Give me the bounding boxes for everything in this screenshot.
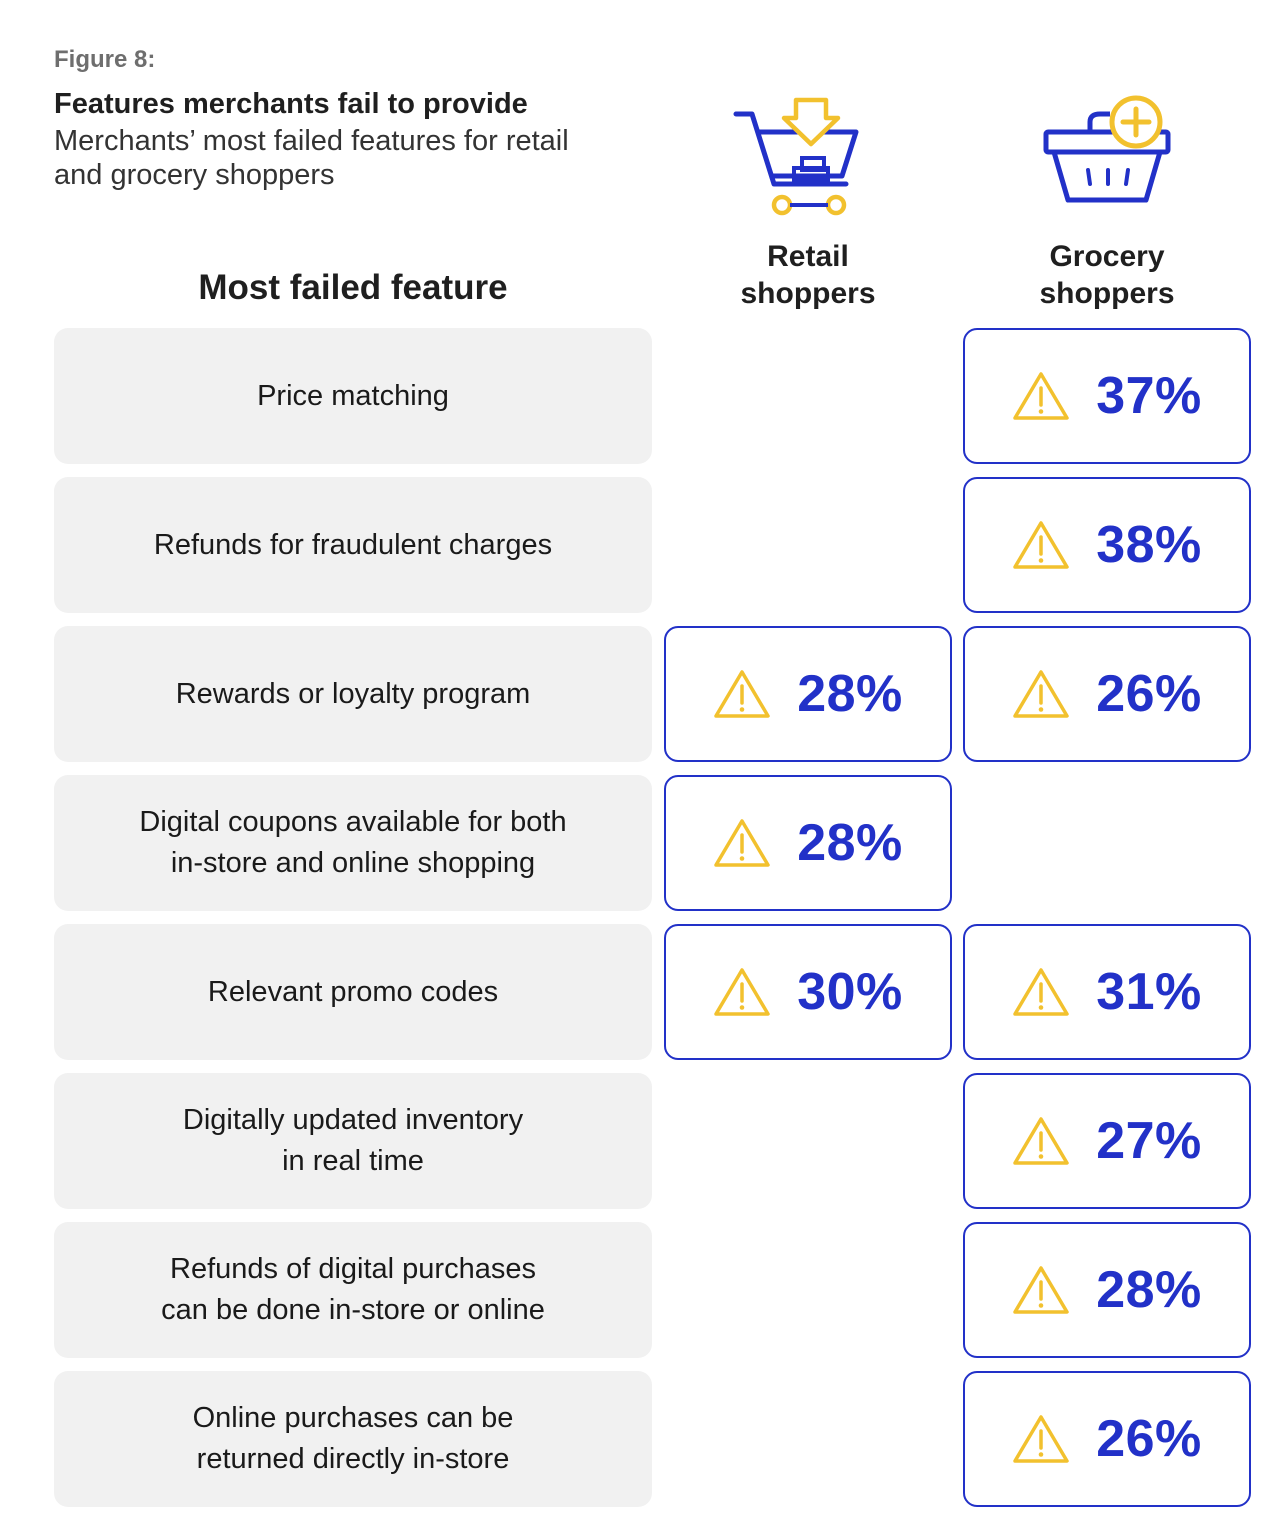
percentage-value: 28% [797, 665, 903, 723]
feature-row: Online purchases can be returned directl… [54, 1371, 652, 1507]
feature-label: Online purchases can be returned directl… [192, 1402, 514, 1475]
column-heading-retail: Retail shoppers [740, 240, 876, 310]
figure-label: Figure 8: [54, 46, 156, 73]
percentage-value: 26% [1096, 665, 1202, 723]
feature-row: Rewards or loyalty program [54, 626, 652, 762]
value-cell-grocery: 37% [963, 328, 1251, 464]
feature-row: Relevant promo codes [54, 924, 652, 1060]
value-cell-grocery: 38% [963, 477, 1251, 613]
column-heading-grocery: Grocery shoppers [1039, 240, 1175, 310]
percentage-value: 38% [1096, 516, 1202, 574]
feature-row: Digital coupons available for both in-st… [54, 775, 652, 911]
shopping-cart-icon [733, 97, 859, 216]
feature-label: Relevant promo codes [207, 975, 499, 1008]
warning-icon [714, 670, 770, 718]
value-cell-retail: 28% [664, 775, 952, 911]
value-cell-grocery: 26% [963, 1371, 1251, 1507]
value-cell-grocery: 28% [963, 1222, 1251, 1358]
figure-subtitle: Merchants’ most failed features for reta… [54, 125, 569, 191]
warning-icon [1013, 521, 1069, 569]
shopping-basket-icon [1043, 95, 1171, 203]
feature-row: Digitally updated inventory in real time [54, 1073, 652, 1209]
feature-row: Price matching [54, 328, 652, 464]
warning-icon [714, 819, 770, 867]
percentage-value: 26% [1096, 1410, 1202, 1468]
warning-icon [1013, 968, 1069, 1016]
feature-label: Refunds for fraudulent charges [153, 528, 553, 561]
figure-title: Features merchants fail to provide [54, 88, 528, 120]
value-cell-grocery: 31% [963, 924, 1251, 1060]
percentage-value: 28% [797, 814, 903, 872]
warning-icon [1013, 670, 1069, 718]
feature-label: Refunds of digital purchases can be done… [161, 1253, 545, 1326]
percentage-value: 28% [1096, 1261, 1202, 1319]
row-header: Most failed feature [198, 268, 508, 307]
value-cell-grocery: 26% [963, 626, 1251, 762]
warning-icon [1013, 372, 1069, 420]
feature-row: Refunds of digital purchases can be done… [54, 1222, 652, 1358]
warning-icon [1013, 1266, 1069, 1314]
value-cell-retail: 28% [664, 626, 952, 762]
percentage-value: 27% [1096, 1112, 1202, 1170]
percentage-value: 37% [1096, 367, 1202, 425]
warning-icon [1013, 1117, 1069, 1165]
feature-row: Refunds for fraudulent charges [54, 477, 652, 613]
feature-label: Price matching [257, 379, 449, 412]
value-cell-grocery: 27% [963, 1073, 1251, 1209]
warning-icon [1013, 1415, 1069, 1463]
percentage-value: 31% [1096, 963, 1202, 1021]
value-cell-retail: 30% [664, 924, 952, 1060]
feature-label: Rewards or loyalty program [175, 677, 531, 710]
warning-icon [714, 968, 770, 1016]
feature-label: Digital coupons available for both in-st… [139, 806, 567, 879]
percentage-value: 30% [797, 963, 903, 1021]
feature-label: Digitally updated inventory in real time [182, 1104, 524, 1177]
